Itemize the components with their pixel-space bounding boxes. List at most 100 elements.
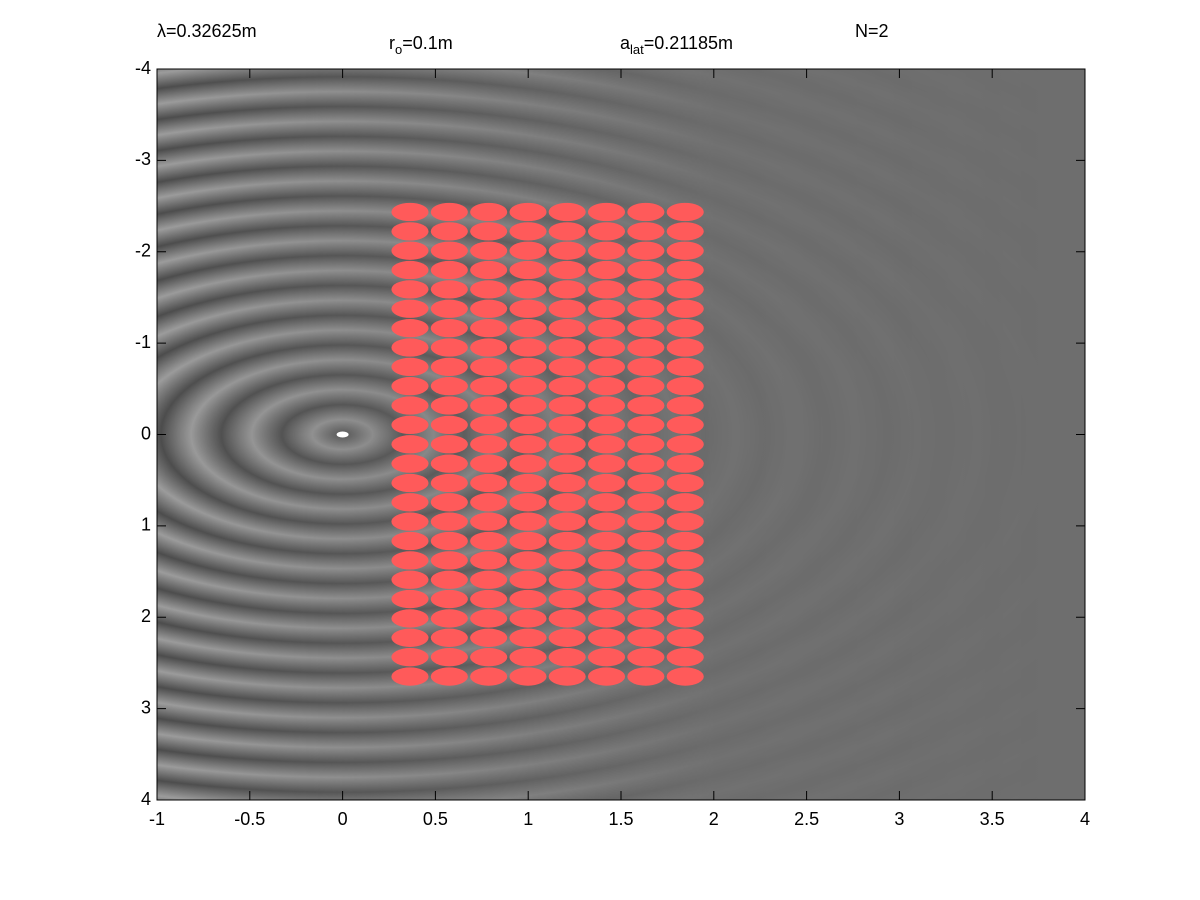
- cylinder: [470, 280, 508, 299]
- cylinder: [548, 338, 586, 357]
- cylinder: [587, 531, 626, 551]
- cylinder: [470, 667, 508, 686]
- cylinder: [470, 531, 508, 551]
- cylinder: [430, 415, 468, 435]
- plot-area: [157, 69, 1085, 800]
- cylinder: [666, 241, 704, 260]
- cylinder: [548, 357, 586, 377]
- cylinder: [548, 435, 586, 454]
- annotation-n: N=2: [855, 21, 889, 41]
- cylinder: [627, 280, 665, 299]
- cylinder: [587, 415, 626, 435]
- cylinder: [470, 241, 508, 260]
- x-tick-label: -1: [149, 809, 165, 829]
- cylinder: [587, 241, 626, 260]
- cylinder: [509, 202, 547, 222]
- cylinder: [430, 338, 468, 357]
- cylinder: [470, 357, 508, 377]
- y-tick-label: 0: [141, 423, 151, 443]
- cylinder: [666, 667, 704, 686]
- cylinder: [587, 454, 626, 473]
- cylinder: [391, 338, 429, 357]
- cylinder: [666, 280, 704, 299]
- cylinder: [509, 589, 547, 609]
- cylinder: [627, 415, 665, 435]
- annotation-sub: lat: [630, 42, 644, 57]
- cylinder: [430, 667, 468, 686]
- cylinder: [627, 551, 665, 570]
- cylinder: [509, 222, 547, 241]
- cylinder: [666, 512, 704, 531]
- cylinder: [470, 551, 508, 570]
- cylinder: [509, 628, 547, 647]
- cylinder: [548, 628, 586, 647]
- y-tick-label: -2: [135, 241, 151, 261]
- cylinder: [509, 415, 547, 435]
- cylinder: [470, 512, 508, 531]
- cylinder: [509, 531, 547, 551]
- cylinder: [470, 570, 508, 589]
- cylinder: [666, 357, 704, 377]
- cylinder: [587, 280, 626, 299]
- cylinder: [391, 648, 429, 667]
- cylinder: [430, 357, 468, 377]
- cylinder: [391, 357, 429, 377]
- cylinder: [430, 319, 468, 338]
- cylinder: [627, 202, 665, 222]
- cylinder: [470, 493, 508, 512]
- cylinder: [391, 454, 429, 473]
- cylinder: [587, 435, 626, 454]
- y-tick-label: 3: [141, 697, 151, 717]
- cylinder: [391, 435, 429, 454]
- cylinder: [666, 396, 704, 415]
- cylinder: [548, 609, 586, 628]
- cylinder: [391, 222, 429, 241]
- cylinder: [548, 531, 586, 551]
- cylinder: [509, 241, 547, 260]
- cylinder: [666, 454, 704, 473]
- cylinder: [627, 260, 665, 280]
- cylinder: [666, 260, 704, 280]
- cylinder: [430, 222, 468, 241]
- y-tick-label: -1: [135, 332, 151, 352]
- cylinder: [548, 473, 586, 493]
- x-tick-label: 0: [338, 809, 348, 829]
- cylinder: [548, 377, 586, 396]
- x-tick-label: 2.5: [794, 809, 819, 829]
- cylinder: [587, 512, 626, 531]
- cylinder: [430, 299, 468, 318]
- x-tick-label: 1: [523, 809, 533, 829]
- cylinder: [627, 570, 665, 589]
- cylinder: [627, 648, 665, 667]
- annotation-lattice: alat=0.21185m: [620, 33, 733, 58]
- cylinder: [666, 589, 704, 609]
- cylinder: [548, 396, 586, 415]
- cylinder: [470, 260, 508, 280]
- cylinder: [548, 415, 586, 435]
- cylinder: [509, 338, 547, 357]
- cylinder: [470, 648, 508, 667]
- cylinder: [627, 667, 665, 686]
- cylinder: [391, 589, 429, 609]
- annotation-part: =0.1m: [402, 33, 453, 53]
- cylinder: [509, 609, 547, 628]
- annotation-lambda: λ=0.32625m: [157, 21, 257, 41]
- cylinder: [587, 299, 626, 318]
- cylinder: [587, 570, 626, 589]
- cylinder: [430, 570, 468, 589]
- cylinder: [391, 299, 429, 318]
- cylinder: [666, 648, 704, 667]
- annotation-radius: ro=0.1m: [389, 33, 453, 58]
- cylinder: [587, 357, 626, 377]
- cylinder: [548, 260, 586, 280]
- cylinder: [587, 609, 626, 628]
- cylinder: [627, 493, 665, 512]
- cylinder: [470, 319, 508, 338]
- cylinder: [391, 280, 429, 299]
- cylinder: [470, 454, 508, 473]
- cylinder: [391, 512, 429, 531]
- cylinder: [470, 202, 508, 222]
- cylinder: [548, 589, 586, 609]
- cylinder: [391, 493, 429, 512]
